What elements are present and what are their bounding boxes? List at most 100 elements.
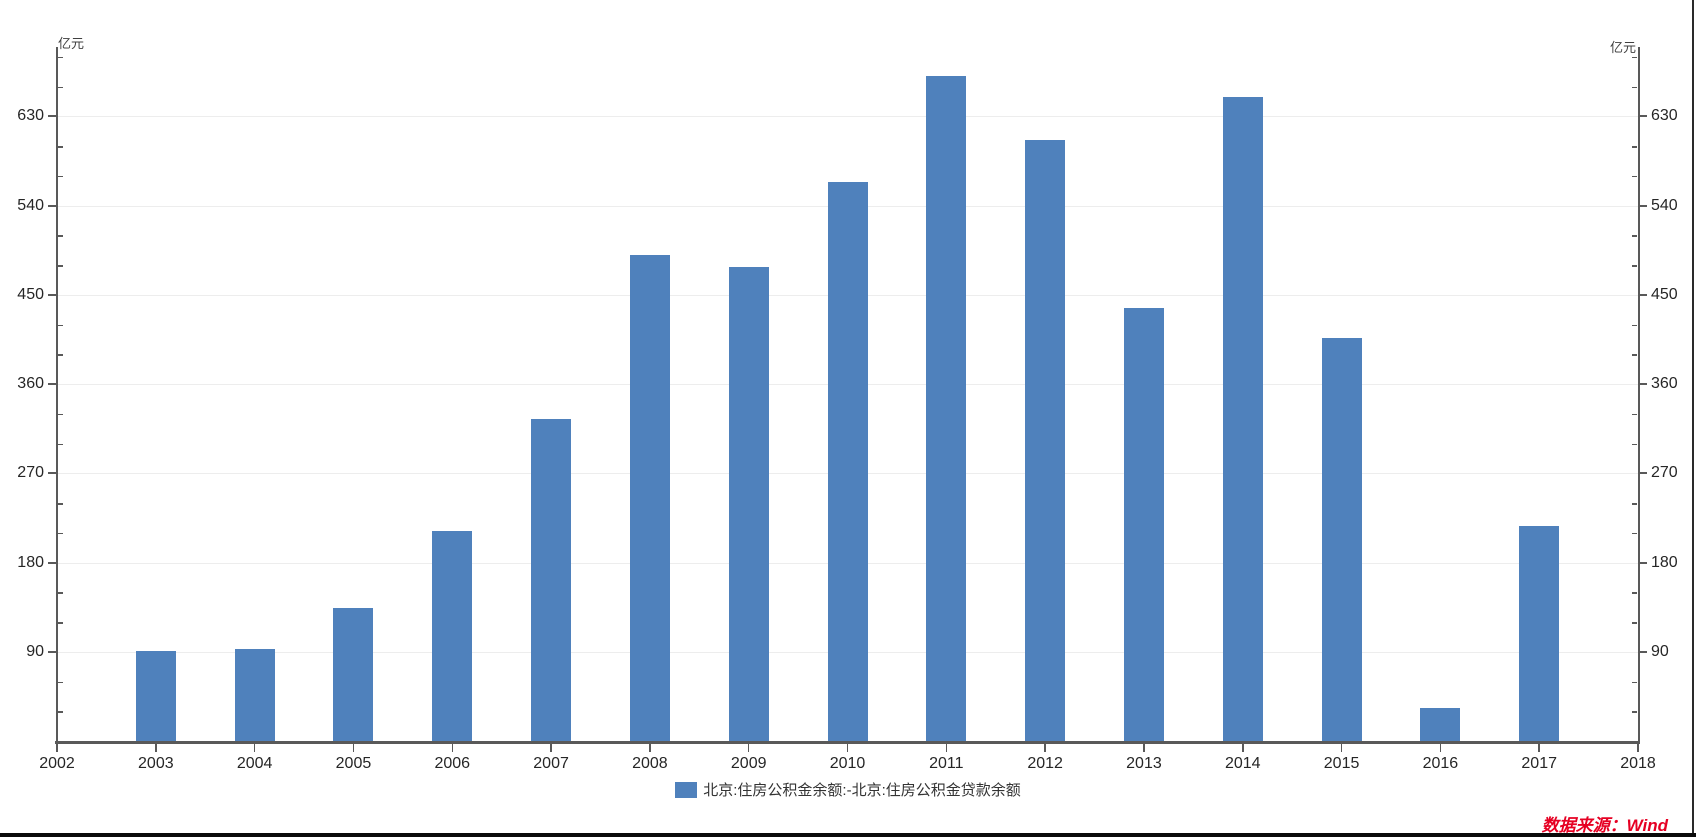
bar-2013[interactable] [1123,307,1164,741]
y-axis-label-left: 540 [17,196,44,214]
y-minor-tick-left [58,56,63,59]
y-major-tick-right [1639,561,1647,564]
bar-2012[interactable] [1025,140,1066,741]
bar-2005[interactable] [333,608,374,741]
bar-2008[interactable] [629,255,670,741]
y-axis-label-right: 360 [1651,375,1678,393]
window-right-border [1692,0,1694,833]
y-minor-tick-right [1632,175,1637,178]
x-axis-label: 2009 [730,755,767,772]
y-major-tick-right [1639,472,1647,475]
y-minor-tick-left [58,443,63,446]
bar-2003[interactable] [135,650,176,741]
x-axis-tick [747,743,750,752]
y-major-tick-right [1639,204,1647,207]
y-axis-label-right: 630 [1651,107,1678,125]
bar-2011[interactable] [926,75,967,741]
y-minor-tick-left [58,354,63,356]
y-minor-tick-right [1632,413,1637,416]
bar-2016[interactable] [1420,708,1461,741]
x-axis-tick [1340,743,1343,752]
x-axis-label: 2004 [236,755,273,772]
x-axis-tick [253,743,256,752]
y-major-tick-left [48,293,56,296]
x-axis-tick [1242,743,1244,752]
legend[interactable]: 北京:住房公积金余额:-北京:住房公积金贷款余额 [0,779,1696,800]
x-axis [55,741,1640,744]
bar-2015[interactable] [1321,338,1362,741]
y-major-tick-right [1639,115,1647,118]
y-minor-tick-left [58,622,63,624]
x-axis-label: 2005 [335,755,372,772]
y-minor-tick-left [58,503,63,505]
y-axis-label-right: 180 [1651,553,1678,571]
y-major-tick-left [48,383,56,386]
y-minor-tick-right [1632,86,1637,89]
y-axis-label-left: 360 [17,375,44,393]
y-minor-tick-left [58,324,63,327]
bar-2006[interactable] [432,530,473,741]
x-axis-label: 2014 [1224,755,1261,772]
y-minor-tick-left [58,235,63,237]
y-minor-tick-right [1632,443,1637,446]
bar-2014[interactable] [1222,96,1263,741]
y-major-tick-right [1639,293,1647,296]
y-minor-tick-left [58,175,63,178]
x-axis-tick [1439,743,1442,752]
x-axis-label: 2012 [1027,755,1063,772]
y-axis-label-left: 450 [17,285,44,303]
y-major-tick-right [1639,383,1647,386]
bar-2007[interactable] [531,418,572,741]
x-axis-label: 2006 [434,755,471,772]
y-minor-tick-right [1632,681,1637,683]
x-axis-tick [945,743,948,752]
y-minor-tick-left [58,532,63,535]
window-bottom-border [0,833,1696,837]
y-minor-tick-right [1632,324,1637,327]
x-axis-label: 2016 [1422,755,1459,772]
x-axis-tick [1538,743,1540,752]
y-axis-label-right: 90 [1651,642,1669,660]
y-minor-tick-right [1632,354,1637,356]
x-axis-tick [451,743,453,752]
bar-2004[interactable] [234,648,275,741]
y-axis-unit-right: 亿元 [1609,40,1636,55]
bar-2017[interactable] [1519,525,1560,741]
legend-label: 北京:住房公积金余额:-北京:住房公积金贷款余额 [703,782,1021,799]
x-axis-label: 2003 [138,755,174,772]
data-source-note: 数据来源：Wind [1541,816,1668,835]
y-minor-tick-right [1632,503,1637,505]
x-axis-tick [550,743,552,752]
y-axis-label-left: 630 [17,107,44,125]
x-axis-tick [649,743,651,752]
y-major-tick-left [48,650,56,653]
y-axis-label-right: 450 [1651,285,1678,303]
legend-swatch-icon [675,781,698,798]
x-axis-label: 2010 [829,755,866,772]
y-axis-right [1637,47,1640,743]
x-axis-tick [1044,743,1046,752]
x-axis-label: 2002 [39,755,75,772]
y-axis-label-left: 270 [17,464,44,482]
bar-2010[interactable] [827,181,868,741]
bar-2009[interactable] [728,267,769,741]
y-minor-tick-left [58,413,63,416]
y-major-tick-left [48,115,56,118]
y-minor-tick-left [58,265,63,267]
y-minor-tick-right [1632,146,1637,148]
y-axis-unit-left: 亿元 [58,36,85,51]
y-minor-tick-right [1632,711,1637,713]
y-major-tick-left [48,472,56,475]
x-axis-tick [846,743,849,752]
x-axis-label: 2013 [1126,755,1162,772]
y-major-tick-right [1639,650,1647,653]
y-minor-tick-right [1632,56,1637,59]
x-axis-tick [155,743,157,752]
x-axis-label: 2011 [929,755,964,772]
y-minor-tick-right [1632,592,1637,594]
y-axis-label-left: 90 [26,642,44,660]
y-minor-tick-right [1632,265,1637,267]
x-axis-label: 2008 [632,755,668,772]
y-major-tick-left [48,204,56,207]
